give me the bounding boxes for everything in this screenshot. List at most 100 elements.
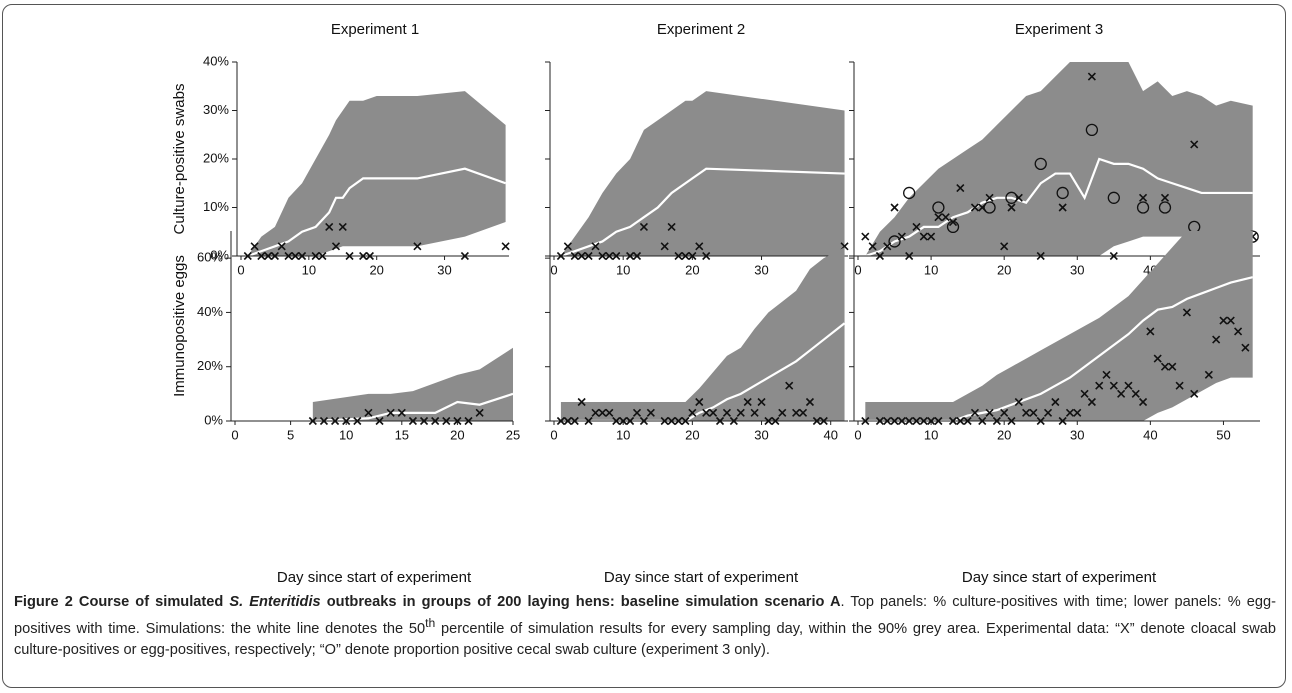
observed-x-marker <box>257 251 266 261</box>
observed-x-marker <box>353 416 362 426</box>
cecal-o-marker <box>1107 191 1120 204</box>
observed-x-marker <box>1153 354 1162 363</box>
observed-x-marker <box>771 416 780 426</box>
band-area <box>865 231 1253 421</box>
caption-run: outbreaks in groups of 200 laying hens: … <box>320 594 841 610</box>
median-line <box>560 167 845 258</box>
observed-x-marker <box>1095 381 1104 390</box>
observed-x-marker <box>605 251 614 261</box>
x-tick-label: 20 <box>997 427 1011 442</box>
y-tick-label: 0% <box>210 247 229 262</box>
observed-x-marker <box>570 251 579 261</box>
observed-x-marker <box>408 416 417 426</box>
x-tick-label: 40 <box>1143 427 1157 442</box>
cecal-o-marker <box>1136 201 1150 214</box>
observed-x-marker <box>264 251 273 261</box>
observed-x-marker <box>956 416 965 426</box>
observed-x-marker <box>715 416 725 426</box>
observed-x-marker <box>331 416 340 426</box>
observed-x-marker <box>1007 203 1016 212</box>
y-axis-label: Immunopositive eggs <box>171 255 188 397</box>
observed-x-marker <box>318 251 327 261</box>
observed-x-marker <box>736 408 745 417</box>
observed-x-marker <box>646 408 655 417</box>
observed-x-marker <box>660 242 669 251</box>
observed-x-marker <box>1087 397 1096 407</box>
x-tick-label: 0 <box>237 262 244 277</box>
observed-x-marker <box>397 408 406 417</box>
observed-x-marker <box>890 203 899 212</box>
observed-x-marker <box>325 222 334 231</box>
observed-x-marker <box>598 251 607 261</box>
observed-x-marker <box>626 416 635 426</box>
cecal-o-marker <box>1158 201 1172 214</box>
observed-x-marker <box>563 416 572 426</box>
observed-x-marker <box>919 232 928 241</box>
observed-x-marker <box>978 416 987 426</box>
cecal-o-marker <box>1005 191 1018 204</box>
observed-x-marker <box>345 251 354 261</box>
observed-x-marker <box>1204 370 1213 379</box>
observed-x-marker <box>970 203 980 212</box>
caption-run: . Top panels: % culture-positives with t… <box>14 594 1276 637</box>
observed-x-marker <box>912 416 921 426</box>
x-axis-label: Day since start of experiment <box>962 569 1157 586</box>
observed-x-marker <box>297 251 307 261</box>
observed-x-marker <box>1109 251 1118 261</box>
median-line <box>865 276 1253 423</box>
observed-x-marker <box>695 397 704 407</box>
observed-x-marker <box>778 408 787 417</box>
observed-x-marker <box>570 416 579 426</box>
y-tick-label: 0% <box>204 412 223 427</box>
observed-x-marker <box>1087 72 1096 81</box>
observed-x-marker <box>591 242 600 251</box>
y-axis-label: Culture-positive swabs <box>171 84 188 235</box>
observed-x-marker <box>785 381 794 390</box>
observed-x-marker <box>861 416 870 426</box>
observed-x-marker <box>556 416 565 426</box>
x-tick-label: 10 <box>302 262 316 277</box>
observed-x-marker <box>556 251 565 261</box>
observed-x-marker <box>1146 327 1155 336</box>
observed-x-marker <box>626 251 635 261</box>
observed-x-marker <box>1226 316 1235 325</box>
x-tick-label: 30 <box>1070 262 1084 277</box>
x-axis-label: Day since start of experiment <box>604 569 799 586</box>
observed-x-marker <box>250 242 259 251</box>
observed-x-marker <box>992 416 1001 426</box>
observed-x-marker <box>632 408 642 417</box>
observed-x-marker <box>359 251 368 261</box>
observed-x-marker <box>956 184 965 193</box>
observed-x-marker <box>284 251 293 261</box>
cecal-o-marker <box>932 201 945 214</box>
observed-x-marker <box>1029 408 1038 417</box>
x-tick-label: 20 <box>997 262 1011 277</box>
x-tick-label: 0 <box>550 427 557 442</box>
observed-x-marker <box>660 416 669 426</box>
band-area <box>865 62 1253 256</box>
x-tick-label: 0 <box>854 262 861 277</box>
observed-x-marker <box>612 251 621 261</box>
observed-x-marker <box>963 416 972 426</box>
y-tick-label: 20% <box>197 358 223 373</box>
observed-x-marker <box>688 251 697 261</box>
observed-x-marker <box>702 251 711 261</box>
band-area <box>560 91 845 256</box>
observed-x-marker <box>1182 308 1191 317</box>
observed-x-marker <box>342 416 351 426</box>
observed-x-marker <box>291 251 300 261</box>
cecal-o-marker <box>888 235 901 248</box>
observed-x-marker <box>1058 416 1067 426</box>
observed-x-marker <box>1168 362 1177 371</box>
observed-x-marker <box>1058 203 1067 212</box>
observed-x-marker <box>1190 140 1199 149</box>
observed-x-marker <box>934 213 943 222</box>
observed-x-marker <box>1036 416 1045 426</box>
observed-x-marker <box>1138 193 1148 202</box>
observed-x-marker <box>619 416 628 426</box>
observed-x-marker <box>897 416 906 426</box>
observed-x-marker <box>667 416 676 426</box>
observed-x-marker <box>919 416 928 426</box>
observed-x-marker <box>905 251 914 261</box>
